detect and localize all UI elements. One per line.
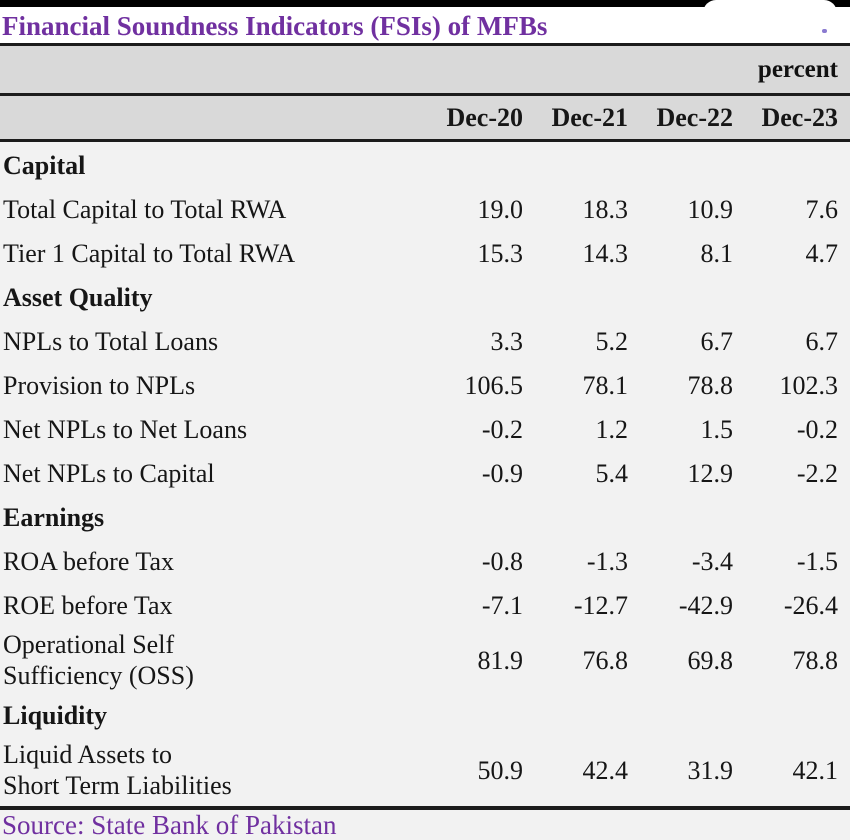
indicator-value: 78.8 (792, 646, 839, 675)
section-header: Earnings (3, 503, 105, 532)
indicator-value: 5.4 (595, 459, 629, 488)
indicator-value: 12.9 (687, 459, 734, 488)
indicator-value: 78.1 (582, 371, 629, 400)
source-note: Source: State Bank of Pakistan (2, 810, 337, 840)
indicator-value: 10.9 (687, 195, 734, 224)
table-row: Tier 1 Capital to Total RWA 15.3 14.3 8.1 4.… (0, 232, 850, 276)
indicator-value: 14.3 (582, 239, 629, 268)
indicator-label: Provision to NPLs (3, 370, 196, 400)
section-header-row: Earnings (0, 496, 850, 540)
indicator-value: 1.2 (595, 415, 629, 444)
table-row: ROA before Tax -0.8 -1.3 -3.4 -1.5 (0, 540, 850, 584)
horizontal-rule (0, 43, 850, 46)
indicator-value: 15.3 (477, 239, 524, 268)
indicator-value: 6.7 (700, 327, 734, 356)
top-border-strip (0, 0, 850, 7)
indicator-value: 4.7 (805, 239, 839, 268)
section-header-row: Asset Quality (0, 276, 850, 320)
indicator-value: -2.2 (796, 459, 838, 488)
indicator-value: -12.7 (573, 591, 628, 620)
indicator-label: Net NPLs to Net Loans (3, 414, 248, 444)
indicator-value: -1.3 (586, 547, 628, 576)
table-row: ROE before Tax -7.1 -12.7 -42.9 -26.4 (0, 584, 850, 628)
fsi-table: percent Dec-20 Dec-21 Dec-22 Dec-23 Capital… (0, 43, 850, 840)
column-header: Dec-21 (551, 102, 628, 132)
indicator-value: 42.4 (582, 756, 629, 785)
column-header-row: Dec-20 Dec-21 Dec-22 Dec-23 (0, 96, 850, 139)
table-row: Total Capital to Total RWA 19.0 18.3 10.9 7.… (0, 188, 850, 232)
indicator-value: -0.2 (796, 415, 838, 444)
section-header: Liquidity (3, 701, 108, 730)
indicator-value: 18.3 (582, 195, 629, 224)
table-body: Capital Total Capital to Total RWA 19.0 18.… (0, 142, 850, 806)
top-notch-cutout (703, 0, 837, 15)
indicator-label: NPLs to Total Loans (3, 326, 219, 356)
indicator-value: -42.9 (678, 591, 733, 620)
indicator-value: 31.9 (687, 756, 734, 785)
indicator-value: -26.4 (783, 591, 838, 620)
table-row: Operational Self Sufficiency (OSS) 81.9 76… (0, 628, 850, 694)
horizontal-rule (0, 93, 850, 96)
section-header-row: Liquidity (0, 694, 850, 738)
section-header: Capital (3, 151, 86, 180)
stray-mark (822, 29, 827, 33)
horizontal-rule (0, 139, 850, 142)
table-row: Net NPLs to Capital -0.9 5.4 12.9 -2.2 (0, 452, 850, 496)
indicator-value: 78.8 (687, 371, 734, 400)
indicator-value: 106.5 (464, 371, 524, 400)
indicator-label: Liquid Assets to Short Term Liabilities (3, 740, 232, 800)
indicator-value: 19.0 (477, 195, 524, 224)
table-row: Liquid Assets to Short Term Liabilities 5… (0, 738, 850, 804)
indicator-value: -1.5 (796, 547, 838, 576)
column-header: Dec-22 (656, 102, 733, 132)
indicator-value: 69.8 (687, 646, 734, 675)
indicator-label: Tier 1 Capital to Total RWA (3, 238, 296, 268)
indicator-value: 50.9 (477, 756, 524, 785)
table-title: Financial Soundness Indicators (FSIs) of… (2, 11, 548, 41)
source-row: Source: State Bank of Pakistan (0, 810, 850, 840)
indicator-value: 5.2 (595, 327, 629, 356)
indicator-label: Operational Self Sufficiency (OSS) (3, 630, 194, 690)
table-row: NPLs to Total Loans 3.3 5.2 6.7 6.7 (0, 320, 850, 364)
indicator-value: 8.1 (700, 239, 734, 268)
table-row: Net NPLs to Net Loans -0.2 1.2 1.5 -0.2 (0, 408, 850, 452)
indicator-label: Total Capital to Total RWA (3, 194, 287, 224)
section-header-row: Capital (0, 144, 850, 188)
indicator-value: -0.2 (481, 415, 523, 444)
indicator-value: -7.1 (481, 591, 523, 620)
indicator-value: 42.1 (792, 756, 839, 785)
indicator-value: -0.8 (481, 547, 523, 576)
column-header: Dec-23 (761, 102, 838, 132)
section-header: Asset Quality (3, 283, 153, 312)
indicator-value: 76.8 (582, 646, 629, 675)
table-row: Provision to NPLs 106.5 78.1 78.8 102.3 (0, 364, 850, 408)
indicator-value: 7.6 (805, 195, 839, 224)
unit-band: percent (0, 46, 850, 93)
indicator-label: ROE before Tax (3, 590, 173, 620)
unit-label: percent (757, 55, 838, 83)
indicator-label: Net NPLs to Capital (3, 458, 215, 488)
indicator-value: 1.5 (700, 415, 734, 444)
column-header: Dec-20 (446, 102, 523, 132)
indicator-value: -0.9 (481, 459, 523, 488)
indicator-value: 81.9 (477, 646, 524, 675)
indicator-label: ROA before Tax (3, 546, 174, 576)
title-area: Financial Soundness Indicators (FSIs) of… (0, 7, 850, 43)
indicator-value: 3.3 (490, 327, 524, 356)
indicator-value: 6.7 (805, 327, 839, 356)
indicator-value: -3.4 (691, 547, 733, 576)
indicator-value: 102.3 (779, 371, 839, 400)
horizontal-rule-thick (0, 806, 850, 810)
